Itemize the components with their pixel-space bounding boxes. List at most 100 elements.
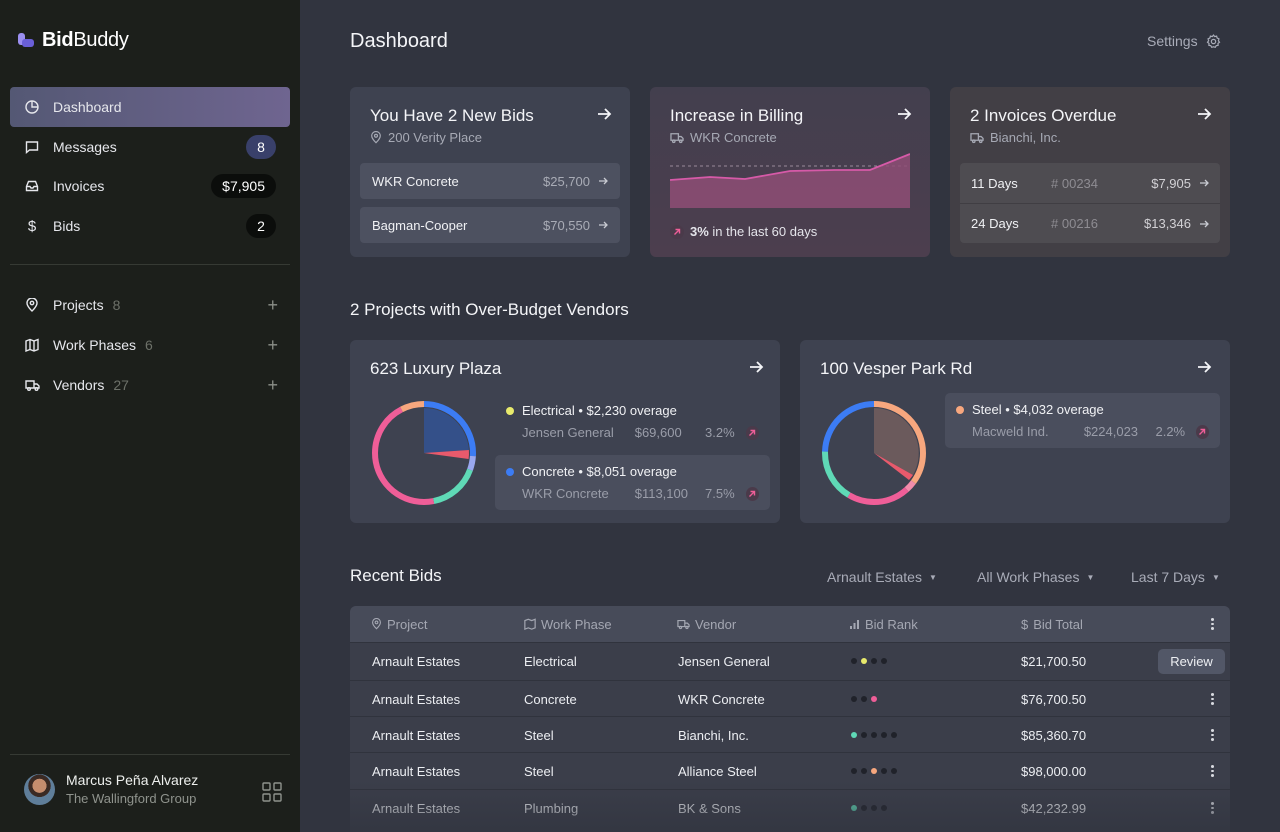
nav-label: Invoices bbox=[53, 178, 105, 194]
user-org: The Wallingford Group bbox=[66, 791, 197, 806]
add-project-icon[interactable]: + bbox=[267, 294, 278, 315]
overage-item[interactable]: Steel • $4,032 overage Macweld Ind. $224… bbox=[945, 393, 1220, 448]
nav-label: Vendors bbox=[53, 377, 105, 393]
arrow-right-icon[interactable] bbox=[596, 106, 612, 122]
cell-bid-rank bbox=[851, 643, 887, 679]
caret-down-icon: ▼ bbox=[1086, 572, 1095, 582]
column-work-phase[interactable]: Work Phase bbox=[524, 606, 612, 642]
more-options-icon[interactable] bbox=[1206, 802, 1218, 815]
card-title: You Have 2 New Bids bbox=[370, 106, 534, 125]
hash-icon: # bbox=[1051, 175, 1059, 191]
trend-up-icon bbox=[745, 486, 759, 501]
avatar bbox=[24, 773, 55, 805]
arrow-right-icon bbox=[1200, 179, 1209, 187]
budget-donut-chart bbox=[372, 401, 476, 505]
table-row[interactable]: Arnault Estates Electrical Jensen General $… bbox=[350, 642, 1230, 679]
filter-work-phase[interactable]: All Work Phases ▼ bbox=[977, 569, 1095, 585]
arrow-right-icon[interactable] bbox=[1196, 106, 1212, 122]
inbox-icon bbox=[24, 178, 40, 194]
table-row[interactable]: Arnault Estates Steel Alliance Steel $98,00… bbox=[350, 752, 1230, 789]
project-card[interactable]: 623 Luxury Plaza Electrical • $2,230 ove… bbox=[350, 340, 780, 523]
map-pin-icon bbox=[24, 297, 40, 313]
cell-project: Arnault Estates bbox=[372, 800, 461, 816]
overdue-row[interactable]: 11 Days # 00234 $7,905 bbox=[960, 163, 1220, 203]
messages-badge: 8 bbox=[246, 135, 276, 159]
nav-vendors[interactable]: Vendors 27 + bbox=[10, 365, 290, 405]
project-card[interactable]: 100 Vesper Park Rd Steel • $4,032 overag… bbox=[800, 340, 1230, 523]
review-button[interactable]: Review bbox=[1158, 649, 1225, 674]
rank-dot bbox=[881, 658, 887, 664]
more-options-icon[interactable] bbox=[1206, 693, 1218, 706]
card-subtitle: Bianchi, Inc. bbox=[970, 130, 1061, 145]
nav-label: Work Phases bbox=[53, 337, 136, 353]
billing-change-value: 3% bbox=[690, 224, 709, 239]
add-vendor-icon[interactable]: + bbox=[267, 374, 278, 395]
logo[interactable]: BidBuddy bbox=[18, 29, 129, 52]
rank-dot bbox=[861, 805, 867, 811]
table-row[interactable]: Arnault Estates Steel Bianchi, Inc. $85,360… bbox=[350, 716, 1230, 753]
card-subtitle: WKR Concrete bbox=[670, 130, 777, 145]
cell-bid-total: $21,700.50 bbox=[1021, 653, 1087, 669]
bids-badge: 2 bbox=[246, 214, 276, 238]
rank-dot bbox=[871, 696, 877, 702]
filter-date-range[interactable]: Last 7 Days ▼ bbox=[1131, 569, 1220, 585]
arrow-right-icon bbox=[599, 177, 608, 185]
more-options-icon[interactable] bbox=[1206, 729, 1218, 742]
dollar-icon: $ bbox=[1021, 616, 1029, 632]
cell-vendor: WKR Concrete bbox=[678, 691, 765, 707]
overage-item[interactable]: Concrete • $8,051 overage WKR Concrete $… bbox=[495, 455, 770, 510]
settings-button[interactable]: Settings bbox=[1147, 33, 1221, 49]
billing-card[interactable]: Increase in Billing WKR Concrete 3% in t… bbox=[650, 87, 930, 257]
arrow-right-icon[interactable] bbox=[896, 106, 912, 122]
cell-work-phase: Concrete bbox=[524, 691, 577, 707]
billing-sparkline bbox=[670, 153, 910, 208]
nav-messages[interactable]: Messages 8 bbox=[10, 127, 290, 167]
truck-icon bbox=[670, 133, 684, 144]
arrow-right-icon[interactable] bbox=[748, 359, 764, 375]
new-bid-row[interactable]: WKR Concrete $25,700 bbox=[360, 163, 620, 199]
cell-vendor: Jensen General bbox=[678, 653, 770, 669]
column-project[interactable]: Project bbox=[371, 606, 427, 642]
nav-dashboard[interactable]: Dashboard bbox=[10, 87, 290, 127]
cell-vendor: BK & Sons bbox=[678, 800, 741, 816]
column-bid-total[interactable]: $ Bid Total bbox=[1021, 616, 1083, 632]
nav-label: Messages bbox=[53, 139, 117, 155]
overdue-card[interactable]: 2 Invoices Overdue Bianchi, Inc. 11 Days… bbox=[950, 87, 1230, 257]
more-options-icon[interactable] bbox=[1206, 765, 1218, 778]
filter-project[interactable]: Arnault Estates ▼ bbox=[827, 569, 937, 585]
user-profile[interactable]: Marcus Peña Alvarez The Wallingford Grou… bbox=[24, 772, 198, 806]
arrow-right-icon[interactable] bbox=[1196, 359, 1212, 375]
column-vendor[interactable]: Vendor bbox=[677, 606, 736, 642]
logo-text: BidBuddy bbox=[42, 29, 129, 51]
add-work-phase-icon[interactable]: + bbox=[267, 334, 278, 355]
table-row[interactable]: Arnault Estates Concrete WKR Concrete $76,7… bbox=[350, 680, 1230, 717]
overdue-row[interactable]: 24 Days # 00216 $13,346 bbox=[960, 203, 1220, 243]
cell-work-phase: Steel bbox=[524, 727, 554, 743]
cell-vendor: Bianchi, Inc. bbox=[678, 727, 749, 743]
overage-item[interactable]: Electrical • $2,230 overage Jensen Gener… bbox=[495, 394, 770, 449]
table-header: Project Work Phase Vendor Bid Rank $ Bid… bbox=[350, 606, 1230, 642]
more-options-icon[interactable] bbox=[1206, 618, 1218, 631]
work-phases-count: 6 bbox=[145, 337, 153, 353]
rank-dot bbox=[891, 732, 897, 738]
cell-vendor: Alliance Steel bbox=[678, 763, 757, 779]
rank-dot bbox=[871, 732, 877, 738]
card-title: 2 Invoices Overdue bbox=[970, 106, 1117, 125]
bar-chart-icon bbox=[850, 619, 859, 629]
new-bid-row[interactable]: Bagman-Cooper $70,550 bbox=[360, 207, 620, 243]
nav-projects[interactable]: Projects 8 + bbox=[10, 285, 290, 325]
column-bid-rank[interactable]: Bid Rank bbox=[849, 606, 918, 642]
rank-dot bbox=[881, 768, 887, 774]
card-title: Increase in Billing bbox=[670, 106, 804, 125]
sidebar: BidBuddy Dashboard Messages 8 Invoices $… bbox=[0, 0, 300, 832]
nav-bids[interactable]: $ Bids 2 bbox=[10, 206, 290, 246]
apps-grid-icon[interactable] bbox=[262, 782, 282, 805]
section-title: Recent Bids bbox=[350, 566, 442, 585]
caret-down-icon: ▼ bbox=[928, 572, 937, 582]
nav-invoices[interactable]: Invoices $7,905 bbox=[10, 166, 290, 206]
cell-bid-rank bbox=[851, 753, 897, 789]
new-bids-card[interactable]: You Have 2 New Bids 200 Verity Place WKR… bbox=[350, 87, 630, 257]
table-row[interactable]: Arnault Estates Plumbing BK & Sons $42,232.… bbox=[350, 789, 1230, 826]
project-title: 623 Luxury Plaza bbox=[370, 359, 502, 378]
nav-work-phases[interactable]: Work Phases 6 + bbox=[10, 325, 290, 365]
